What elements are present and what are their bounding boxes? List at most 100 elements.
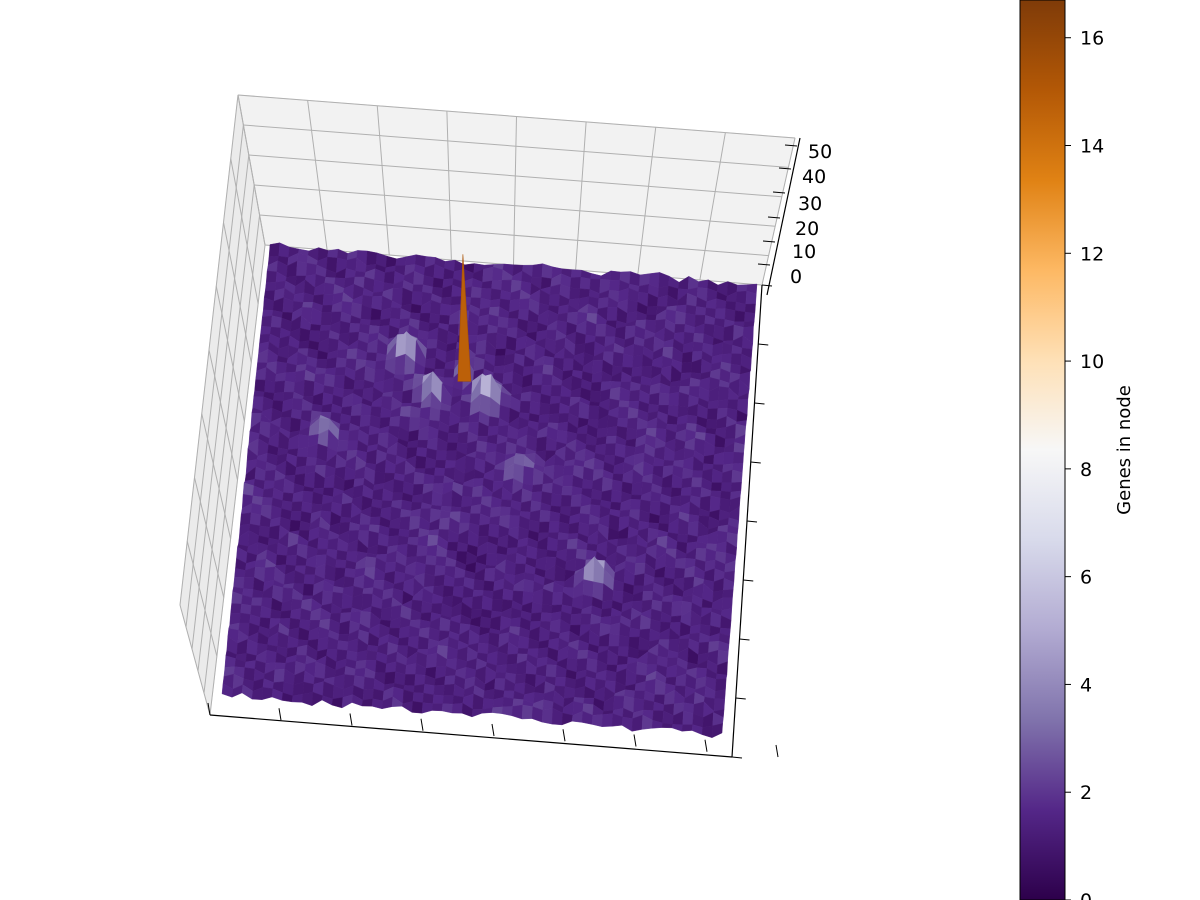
surface-cell [485,442,498,454]
surface-cell [404,674,416,687]
surface-cell [408,416,421,433]
surface-cell [483,688,495,700]
surface-cell [435,556,447,567]
surface-cell [425,348,437,360]
surface-cell [303,574,316,585]
surface-cell [321,590,334,606]
surface-cell [416,447,428,458]
colorbar: 0 2 4 6 8 10 12 14 16 Genes in node [1019,0,1135,900]
surface-cell [392,492,404,502]
surface-cell [264,469,276,482]
surface-cell [347,440,359,451]
surface-cell [471,595,484,610]
z-tick-label: 0 [790,266,802,288]
surface-cell [447,432,459,444]
surface-cell [476,440,488,454]
surface-cell [570,613,582,626]
surface-cell [605,670,617,682]
y-tick-mark [739,638,750,641]
surface-cell [703,454,715,465]
surface-cell [327,537,339,551]
x-tick-mark [775,744,779,758]
surface-cell [450,506,462,513]
surface-cell [453,577,465,588]
surface-cell [388,527,400,537]
z-tick-label: 10 [792,241,816,263]
gridline [237,94,796,139]
surface-cell [609,270,621,281]
surface-cell [275,554,288,566]
surface-cell [701,725,713,738]
surface-cell [333,375,346,390]
surface-cell [557,532,569,541]
surface-cell [550,385,562,397]
surface-cell [262,487,274,499]
surface-cell [485,553,498,567]
surface-cell [299,327,311,343]
surface-cell [401,389,413,404]
surface-cell [399,406,412,418]
surface-cell [401,499,413,512]
surface-cell [631,481,643,496]
surface-cell [494,678,506,692]
surface-cell [230,603,242,614]
surface-cell [264,379,276,394]
surface-cell [541,604,553,614]
gridline [185,124,244,628]
surface-cell [451,703,464,714]
surface-cell [577,649,589,660]
surface-cell [273,668,286,683]
surface-cell [588,405,600,421]
surface-cell [668,391,680,406]
surface-cell [658,392,670,406]
surface-cell [365,556,377,569]
surface-cell [538,413,550,423]
surface-cell [671,600,683,617]
surface-cell [457,431,469,444]
surface-cell [443,683,455,696]
surface-cell [500,499,512,508]
surface-cell [531,373,543,386]
surface-cell [521,704,534,720]
surface-cell [744,303,756,314]
surface-cell [610,489,623,503]
surface-cell [405,663,417,675]
gridline [191,154,250,650]
gridline [208,349,238,481]
surface-cell [275,361,288,375]
colorbar-tick-label: 10 [1080,351,1104,373]
surface-cell [353,379,365,390]
surface-cell [671,724,683,732]
surface-cell [439,303,452,316]
surface-cell [320,311,332,326]
surface-cell [334,366,347,376]
surface-cell [561,486,573,496]
surface-cell [606,306,618,321]
surface-cell [548,521,560,534]
surface-cell [549,511,561,523]
surface-cell [298,340,310,349]
surface-cell [452,695,464,705]
surface-cell [265,270,278,283]
surface-cell [580,613,592,626]
surface-cell [370,308,382,321]
surface-cell [543,355,555,366]
surface-cell [609,386,621,401]
gridline [203,214,261,694]
surface-cell [462,485,474,498]
surface-cell [336,348,348,360]
surface-cell [461,496,473,508]
surface-cell [629,498,642,511]
surface-cell [562,358,574,372]
surface-cell [442,695,454,705]
surface-cell [706,419,718,429]
surface-cell [434,565,446,577]
surface-cell [627,407,639,419]
surface-cell [482,266,494,283]
gridline [575,121,587,271]
surface-cell [520,500,532,513]
surface-cell [331,697,344,709]
colorbar-ticks: 0 2 4 6 8 10 12 14 16 [1065,28,1104,900]
colorbar-tick-label: 4 [1080,674,1092,696]
surface-cell [552,592,564,606]
